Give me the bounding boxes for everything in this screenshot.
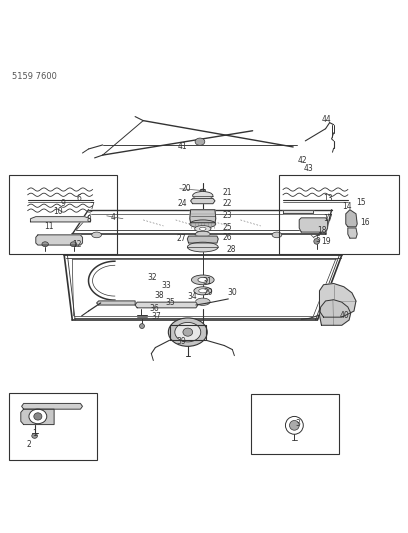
Text: 17: 17 — [324, 214, 333, 223]
Text: 44: 44 — [322, 115, 331, 124]
Ellipse shape — [191, 275, 214, 285]
Bar — [9, 175, 117, 254]
Text: 31: 31 — [203, 277, 213, 286]
Text: 3: 3 — [295, 419, 300, 428]
Polygon shape — [191, 198, 215, 204]
Polygon shape — [319, 284, 356, 317]
Text: 2: 2 — [27, 440, 31, 449]
Text: 38: 38 — [155, 291, 164, 300]
Text: 29: 29 — [203, 288, 213, 297]
Text: 40: 40 — [340, 311, 350, 320]
Text: 27: 27 — [176, 235, 186, 244]
Ellipse shape — [286, 416, 303, 434]
Polygon shape — [283, 210, 313, 213]
Text: 41: 41 — [177, 142, 187, 151]
Text: 33: 33 — [162, 281, 171, 290]
Ellipse shape — [195, 225, 211, 232]
Text: 9: 9 — [60, 199, 65, 208]
Text: 18: 18 — [317, 225, 327, 235]
Polygon shape — [187, 236, 218, 243]
Ellipse shape — [290, 421, 299, 430]
Text: 5159 7600: 5159 7600 — [11, 72, 56, 82]
Ellipse shape — [195, 231, 210, 237]
Ellipse shape — [175, 322, 201, 342]
Ellipse shape — [92, 232, 102, 238]
Ellipse shape — [32, 433, 38, 438]
Ellipse shape — [140, 324, 144, 328]
Text: 37: 37 — [151, 312, 161, 321]
Text: 22: 22 — [222, 199, 232, 208]
Ellipse shape — [193, 191, 213, 200]
Text: 21: 21 — [222, 188, 232, 197]
Ellipse shape — [187, 242, 218, 252]
Polygon shape — [135, 302, 198, 308]
Polygon shape — [36, 235, 82, 245]
Polygon shape — [190, 210, 216, 223]
Text: 13: 13 — [324, 194, 333, 203]
Polygon shape — [299, 218, 328, 232]
Text: 6: 6 — [76, 194, 81, 203]
Text: 10: 10 — [53, 207, 63, 216]
Text: 14: 14 — [342, 202, 351, 211]
Ellipse shape — [314, 239, 319, 244]
Text: 30: 30 — [228, 288, 237, 297]
Text: 42: 42 — [297, 156, 307, 165]
Text: 32: 32 — [147, 273, 157, 282]
Ellipse shape — [200, 227, 206, 230]
Text: 11: 11 — [44, 222, 53, 231]
Ellipse shape — [42, 242, 49, 247]
Ellipse shape — [70, 242, 77, 247]
Ellipse shape — [198, 278, 208, 282]
Text: 4: 4 — [111, 213, 116, 222]
Text: 19: 19 — [322, 237, 331, 246]
Polygon shape — [21, 409, 54, 425]
Text: 36: 36 — [150, 304, 160, 313]
Text: 5: 5 — [315, 235, 320, 244]
Ellipse shape — [195, 298, 210, 305]
Text: 23: 23 — [222, 212, 232, 220]
Bar — [279, 175, 399, 254]
Bar — [9, 393, 97, 460]
Ellipse shape — [194, 287, 212, 295]
Text: 43: 43 — [303, 164, 313, 173]
Polygon shape — [22, 403, 82, 409]
Ellipse shape — [29, 409, 47, 424]
Text: 39: 39 — [177, 337, 186, 346]
Text: 35: 35 — [166, 297, 175, 306]
Bar — [251, 394, 339, 454]
Text: 20: 20 — [182, 184, 191, 193]
Text: 1: 1 — [32, 429, 37, 438]
Ellipse shape — [169, 318, 207, 346]
Ellipse shape — [200, 189, 206, 194]
Ellipse shape — [183, 328, 193, 336]
Ellipse shape — [190, 220, 216, 228]
Text: 26: 26 — [222, 233, 232, 242]
Polygon shape — [348, 228, 357, 238]
Ellipse shape — [199, 289, 207, 293]
Polygon shape — [346, 210, 357, 227]
Ellipse shape — [195, 232, 205, 238]
Ellipse shape — [34, 413, 42, 420]
Text: 28: 28 — [226, 245, 236, 254]
Text: 24: 24 — [177, 199, 187, 208]
Text: 34: 34 — [188, 292, 197, 301]
Text: 15: 15 — [356, 198, 366, 207]
Text: 16: 16 — [360, 218, 370, 227]
Polygon shape — [319, 300, 351, 325]
Ellipse shape — [195, 138, 205, 146]
Text: 7: 7 — [90, 202, 95, 211]
Polygon shape — [31, 216, 91, 222]
Ellipse shape — [201, 190, 204, 193]
Text: 12: 12 — [72, 240, 82, 249]
Ellipse shape — [272, 232, 282, 238]
Text: 25: 25 — [222, 223, 232, 232]
Text: 8: 8 — [86, 215, 91, 223]
Polygon shape — [97, 301, 135, 305]
Ellipse shape — [317, 227, 326, 232]
